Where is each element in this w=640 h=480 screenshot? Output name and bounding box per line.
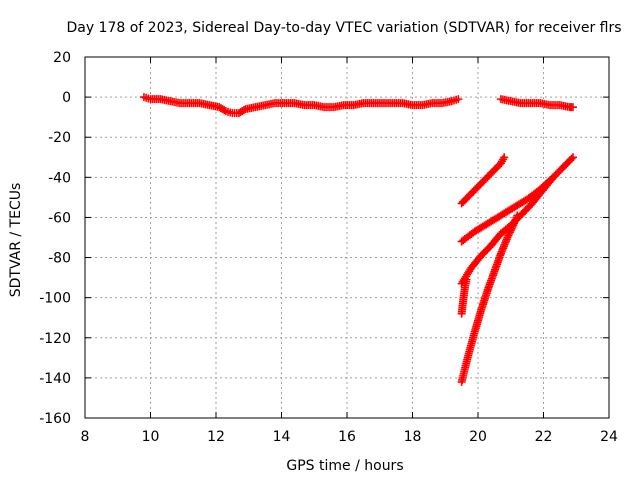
data-series bbox=[457, 153, 509, 208]
x-axis-label: GPS time / hours bbox=[286, 458, 403, 474]
x-tick-label: 12 bbox=[207, 429, 225, 445]
data-point bbox=[513, 211, 522, 220]
y-tick-label: -140 bbox=[39, 371, 71, 387]
y-tick-label: -40 bbox=[48, 170, 71, 186]
x-tick-label: 14 bbox=[273, 429, 291, 445]
data-series bbox=[139, 93, 463, 118]
data-point bbox=[505, 228, 514, 237]
y-tick-label: 20 bbox=[53, 50, 71, 66]
x-tick-label: 24 bbox=[600, 429, 618, 445]
data-point bbox=[507, 224, 516, 233]
x-tick-label: 18 bbox=[404, 429, 422, 445]
grid bbox=[85, 57, 609, 418]
data-series bbox=[457, 153, 577, 246]
y-tick-label: -80 bbox=[48, 251, 71, 267]
x-tick-label: 22 bbox=[535, 429, 553, 445]
data-point bbox=[568, 153, 577, 162]
data-point bbox=[500, 153, 509, 162]
y-tick-label: -20 bbox=[48, 130, 71, 146]
y-tick-label: -160 bbox=[39, 411, 71, 427]
x-tick-label: 20 bbox=[469, 429, 487, 445]
data-point bbox=[505, 229, 514, 238]
data-point bbox=[508, 222, 517, 231]
data-point bbox=[454, 95, 463, 104]
data-series bbox=[457, 173, 558, 288]
data-series bbox=[496, 95, 577, 112]
x-tick-label: 8 bbox=[81, 429, 90, 445]
y-tick-label: -120 bbox=[39, 331, 71, 347]
data-series bbox=[457, 211, 522, 386]
data-point bbox=[506, 226, 515, 235]
data-point bbox=[462, 275, 471, 284]
data-point bbox=[568, 103, 577, 112]
y-tick-label: -60 bbox=[48, 210, 71, 226]
x-tick-label: 16 bbox=[338, 429, 356, 445]
tick-labels: 8 10 12 14 16 18 20 22 24 20 0 -20 -40 -60 -80 -100 -120… bbox=[39, 50, 618, 445]
y-tick-label: -100 bbox=[39, 291, 71, 307]
y-axis-label: SDTVAR / TECUs bbox=[8, 183, 24, 298]
data-point bbox=[509, 221, 518, 230]
data-points bbox=[139, 93, 577, 386]
data-point bbox=[504, 231, 513, 240]
data-point bbox=[503, 233, 512, 242]
data-series bbox=[457, 275, 471, 318]
x-tick-label: 10 bbox=[142, 429, 160, 445]
y-tick-label: 0 bbox=[62, 90, 71, 106]
ticks bbox=[84, 56, 610, 419]
data-point bbox=[549, 173, 558, 182]
data-point bbox=[548, 174, 557, 183]
data-point bbox=[239, 106, 248, 115]
chart-title: Day 178 of 2023, Sidereal Day-to-day VTE… bbox=[66, 20, 621, 36]
data-point bbox=[567, 154, 576, 163]
data-point bbox=[220, 106, 229, 115]
